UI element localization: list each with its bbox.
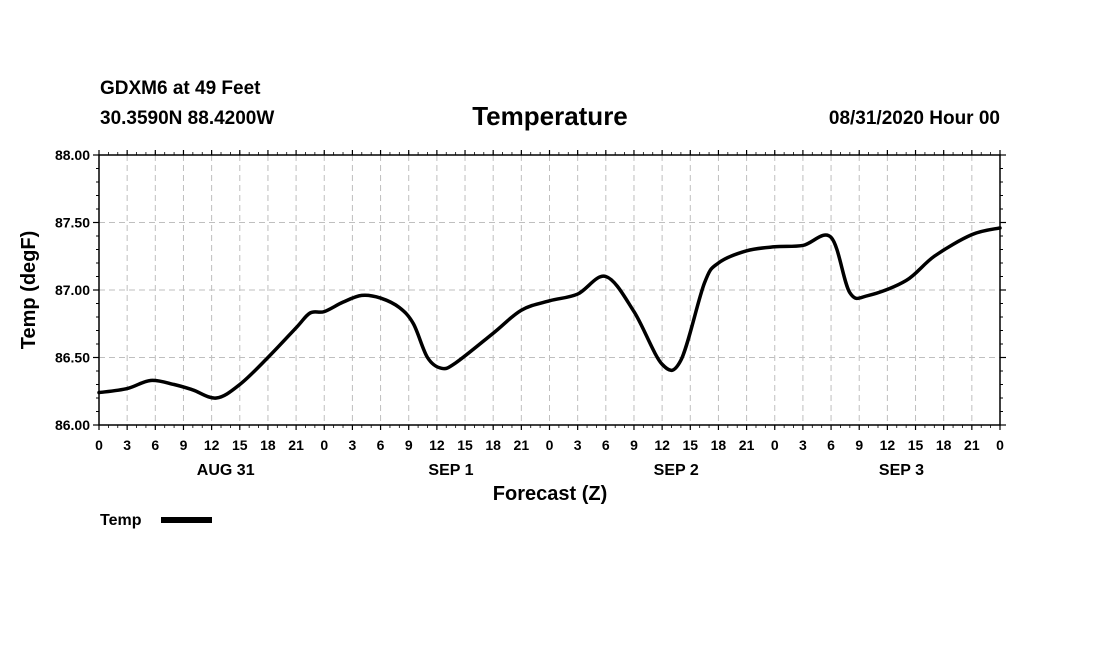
temp-series-line [97, 226, 1002, 400]
x-tick-label: 12 [654, 437, 670, 453]
x-tick-label: 12 [429, 437, 445, 453]
day-label: SEP 3 [879, 462, 924, 479]
y-tick-label: 86.50 [55, 350, 90, 366]
x-tick-label: 21 [288, 437, 304, 453]
x-tick-label: 3 [123, 437, 131, 453]
day-label: AUG 31 [197, 462, 255, 479]
y-tick-label: 87.50 [55, 215, 90, 231]
chart-title: Temperature [472, 101, 628, 131]
legend: Temp [100, 512, 212, 529]
x-tick-label: 18 [936, 437, 952, 453]
x-tick-label: 18 [260, 437, 276, 453]
x-axis-day-labels: AUG 31 SEP 1 SEP 2 SEP 3 [197, 462, 924, 479]
station-coords: 30.3590N 88.4200W [100, 108, 274, 129]
x-axis-ticks: 0 3 6 9 12 15 18 21 0 3 6 9 12 15 18 21 0 3 6 9 12 15 18 21 0 3 6 9… [95, 150, 1004, 453]
x-tick-label: 9 [630, 437, 638, 453]
x-tick-label: 12 [880, 437, 896, 453]
grid-lines [99, 155, 1000, 425]
x-tick-label: 6 [377, 437, 385, 453]
day-label: SEP 2 [654, 462, 699, 479]
x-tick-label: 3 [349, 437, 357, 453]
y-tick-label: 86.00 [55, 417, 90, 433]
x-tick-label: 0 [546, 437, 554, 453]
x-tick-label: 9 [180, 437, 188, 453]
x-tick-label: 0 [95, 437, 103, 453]
x-tick-label: 15 [457, 437, 473, 453]
y-tick-label: 87.00 [55, 282, 90, 298]
forecast-datetime: 08/31/2020 Hour 00 [829, 108, 1000, 129]
x-axis-label: Forecast (Z) [493, 483, 607, 505]
legend-label: Temp [100, 512, 142, 529]
x-tick-label: 6 [827, 437, 835, 453]
x-tick-label: 9 [855, 437, 863, 453]
x-tick-label: 21 [739, 437, 755, 453]
x-tick-label: 15 [682, 437, 698, 453]
y-axis-ticks: 86.00 86.50 87.00 87.50 88.00 [55, 147, 1006, 433]
x-tick-label: 18 [485, 437, 501, 453]
x-tick-label: 9 [405, 437, 413, 453]
x-tick-label: 15 [908, 437, 924, 453]
x-tick-label: 6 [602, 437, 610, 453]
y-axis-label: Temp (degF) [18, 231, 40, 350]
x-tick-label: 15 [232, 437, 248, 453]
x-tick-label: 21 [964, 437, 980, 453]
x-tick-label: 0 [996, 437, 1004, 453]
x-tick-label: 3 [799, 437, 807, 453]
y-tick-label: 88.00 [55, 147, 90, 163]
day-label: SEP 1 [428, 462, 473, 479]
x-tick-label: 6 [151, 437, 159, 453]
x-tick-label: 0 [320, 437, 328, 453]
x-tick-label: 12 [204, 437, 220, 453]
x-tick-label: 21 [514, 437, 530, 453]
x-tick-label: 18 [711, 437, 727, 453]
x-tick-label: 3 [574, 437, 582, 453]
x-tick-label: 0 [771, 437, 779, 453]
station-name: GDXM6 at 49 Feet [100, 78, 261, 99]
